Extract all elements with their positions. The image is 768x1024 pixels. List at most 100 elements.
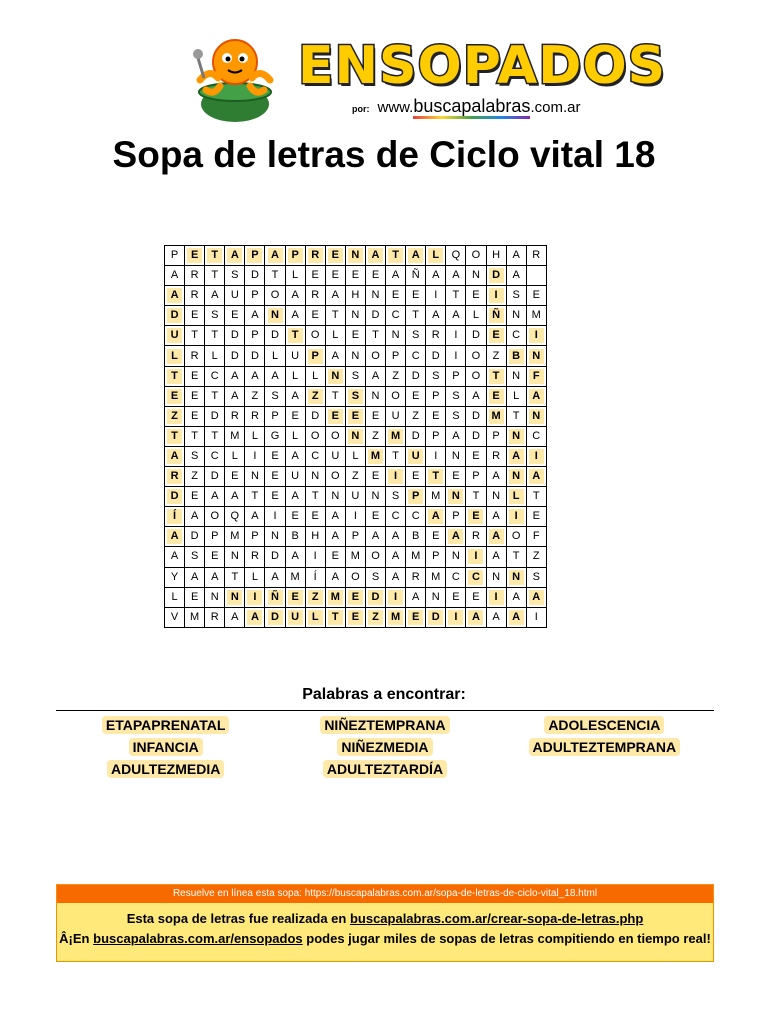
grid-cell: E	[525, 285, 547, 307]
grid-letter: A	[271, 369, 279, 382]
grid-cell: A	[224, 385, 246, 407]
grid-cell: L	[465, 305, 487, 327]
grid-letter: I	[247, 589, 263, 605]
grid-letter: T	[372, 329, 379, 342]
grid-cell: N	[224, 546, 246, 568]
grid-cell: I	[525, 445, 547, 468]
grid-cell: Z	[244, 385, 266, 407]
footer-line-2: Â¡En buscapalabras.com.ar/ensopados pode…	[57, 929, 713, 949]
grid-letter: A	[291, 449, 299, 462]
grid-cell: A	[405, 586, 427, 608]
grid-letter: D	[230, 349, 239, 362]
grid-cell: N	[344, 244, 366, 267]
grid-cell: E	[304, 265, 326, 287]
ensopados-logo[interactable]: ENSOPADOS por: www.buscapalabras.com.ar	[180, 28, 667, 128]
grid-letter: E	[311, 510, 319, 523]
grid-cell: D	[264, 546, 286, 568]
grid-letter: N	[512, 309, 521, 322]
grid-cell: T	[184, 425, 206, 447]
grid-cell: D	[224, 345, 246, 367]
grid-letter: R	[411, 570, 420, 583]
grid-letter: L	[312, 369, 319, 382]
grid-letter: E	[468, 509, 484, 525]
grid-cell: S	[445, 405, 467, 427]
ensopados-link[interactable]: buscapalabras.com.ar/ensopados	[93, 931, 303, 946]
grid-cell: L	[204, 345, 226, 367]
grid-cell: C	[505, 325, 527, 347]
grid-cell: A	[284, 546, 306, 568]
grid-letter: A	[331, 289, 339, 302]
grid-cell: N	[344, 345, 366, 367]
grid-letter: N	[508, 469, 524, 485]
grid-letter: E	[472, 449, 480, 462]
grid-letter: N	[331, 490, 340, 503]
grid-cell: M	[385, 425, 407, 447]
grid-cell: A	[244, 365, 266, 387]
grid-cell: E	[385, 285, 407, 307]
grid-letter: N	[230, 550, 239, 563]
octopus-pot-icon	[193, 39, 274, 122]
grid-letter: Z	[532, 550, 540, 563]
grid-cell: O	[385, 385, 407, 407]
grid-letter: A	[331, 349, 339, 362]
grid-letter: I	[454, 329, 458, 342]
grid-letter: Ñ	[488, 308, 504, 324]
grid-letter: O	[391, 389, 400, 402]
grid-letter: D	[311, 409, 320, 422]
grid-cell: N	[244, 466, 266, 488]
grid-cell: L	[284, 425, 306, 447]
grid-letter: N	[471, 269, 480, 282]
grid-cell: C	[385, 305, 407, 327]
grid-letter: T	[327, 609, 343, 625]
grid-cell: E	[405, 285, 427, 307]
grid-letter: P	[432, 550, 440, 563]
grid-letter: O	[310, 429, 320, 442]
create-puzzle-link[interactable]: buscapalabras.com.ar/crear-sopa-de-letra…	[349, 911, 644, 926]
grid-cell: N	[364, 285, 387, 307]
grid-cell: A	[485, 466, 507, 488]
grid-letter: R	[431, 329, 440, 342]
grid-letter: N	[451, 449, 460, 462]
grid-letter: A	[231, 389, 239, 402]
grid-cell: E	[485, 385, 507, 407]
grid-letter: Z	[492, 349, 500, 362]
grid-letter: D	[371, 309, 380, 322]
grid-cell: T	[324, 606, 346, 628]
grid-cell: M	[425, 566, 447, 588]
grid-cell: D	[264, 325, 286, 347]
grid-cell: E	[525, 506, 547, 528]
grid-cell: T	[324, 305, 346, 327]
grid-cell: A	[385, 265, 407, 287]
grid-letter: S	[271, 389, 279, 402]
online-solve-link[interactable]: Resuelve en línea esta sopa: https://bus…	[57, 885, 713, 903]
grid-cell: E	[425, 405, 447, 427]
grid-cell: T	[204, 244, 226, 267]
grid-letter: A	[167, 288, 183, 304]
grid-letter: N	[451, 550, 460, 563]
grid-letter: P	[251, 289, 259, 302]
grid-cell: O	[364, 345, 387, 367]
grid-letter: E	[331, 550, 339, 563]
grid-letter: A	[408, 248, 424, 264]
grid-letter: T	[488, 368, 504, 384]
grid-cell: D	[163, 486, 186, 508]
grid-cell: T	[385, 244, 407, 267]
grid-cell: A	[465, 606, 487, 628]
grid-cell: E	[324, 244, 346, 267]
grid-cell: I	[264, 506, 286, 528]
grid-cell: A	[284, 486, 306, 508]
grid-cell: M	[485, 405, 507, 427]
grid-cell: A	[445, 425, 467, 447]
grid-cell: L	[344, 445, 366, 468]
grid-cell: A	[184, 566, 206, 588]
word-item: ETAPAPRENATAL	[56, 716, 275, 735]
grid-letter: R	[190, 269, 199, 282]
grid-cell: N	[364, 486, 387, 508]
grid-cell: Z	[485, 345, 507, 367]
grid-letter: C	[311, 449, 320, 462]
grid-letter: N	[492, 570, 501, 583]
grid-letter: T	[311, 490, 319, 503]
grid-cell: A	[224, 365, 246, 387]
